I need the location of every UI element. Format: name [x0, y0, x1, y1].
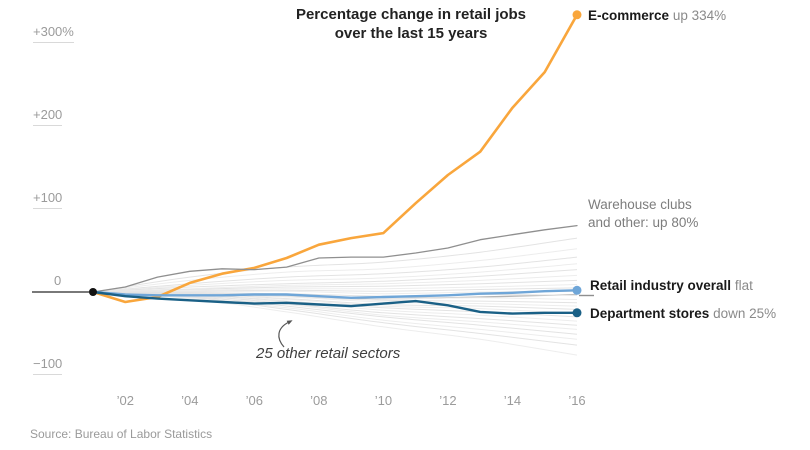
ecommerce-endpoint-dot [572, 10, 582, 20]
retail-line [91, 289, 579, 299]
sector-line [92, 274, 578, 293]
other-sectors-annotation: 25 other retail sectors [256, 345, 401, 362]
sector-line [92, 256, 578, 293]
y-tick-label: +200 [33, 107, 63, 126]
warehouse-line [92, 224, 578, 293]
ecommerce-label-name: E-commerce [588, 8, 670, 23]
chart-title-line2: over the last 15 years [334, 25, 488, 42]
x-tick-label: ’02 [116, 393, 134, 408]
series-start-dot [89, 288, 97, 296]
x-tick-label: ’16 [568, 393, 586, 408]
x-tick-label: ’04 [181, 393, 199, 408]
warehouse-label: Warehouse clubs and other: up 80% [588, 196, 698, 232]
department-label: Department stores down 25% [590, 305, 776, 322]
chart-title-line1: Percentage change in retail jobs [295, 6, 527, 23]
sector-line [92, 290, 578, 295]
retail-label-value: flat [734, 278, 753, 293]
x-tick-label: ’10 [374, 393, 393, 408]
ecommerce-line [91, 13, 579, 304]
retail-endpoint-dot [572, 285, 582, 295]
annotation-arrowhead [286, 320, 293, 325]
sector-line [92, 291, 578, 310]
y-tick-label: 0 [54, 273, 62, 288]
x-tick-label: ’14 [503, 393, 522, 408]
x-tick-label: ’08 [310, 393, 328, 408]
ecommerce-label: E-commerce up 334% [588, 7, 726, 24]
retail-label: Retail industry overall flat [590, 277, 753, 294]
sector-line [92, 291, 578, 356]
y-tick-label: +300% [33, 24, 74, 43]
warehouse-label-line1: Warehouse clubs [588, 197, 692, 212]
ecommerce-label-value: up 334% [672, 8, 727, 23]
annotation-arrow [278, 321, 290, 348]
department-label-name: Department stores [590, 306, 710, 321]
x-tick-label: ’06 [245, 393, 263, 408]
department-label-value: down 25% [713, 306, 777, 321]
y-tick-label: −100 [33, 356, 63, 375]
sector-line [92, 248, 578, 293]
sector-line [92, 291, 578, 340]
sector-line [92, 284, 578, 293]
sector-line [92, 279, 578, 293]
department-line [91, 290, 579, 315]
sector-line [92, 237, 578, 293]
department-endpoint-dot [572, 308, 582, 318]
y-tick-label: +100 [33, 190, 63, 209]
chart-title: Percentage change in retail jobs over th… [241, 5, 581, 43]
sector-line [92, 291, 578, 304]
x-tick-label: ’12 [439, 393, 457, 408]
retail-label-name: Retail industry overall [590, 278, 732, 293]
sector-line [92, 287, 578, 293]
warehouse-label-line2: and other: up 80% [588, 215, 699, 230]
source-credit: Source: Bureau of Labor Statistics [30, 427, 213, 441]
